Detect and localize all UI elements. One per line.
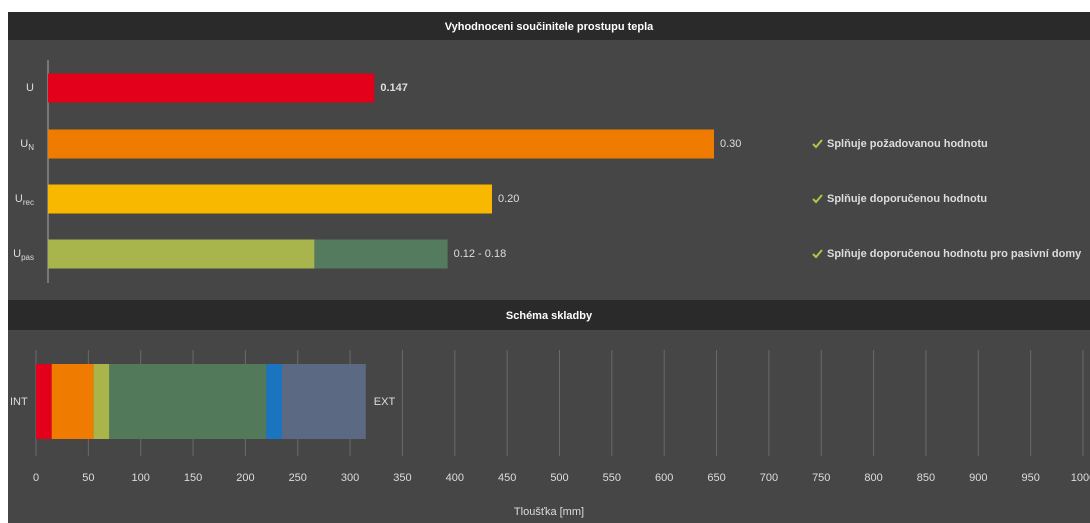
x-tick-label: 50 [82,472,94,484]
x-tick-label: 950 [1021,472,1039,484]
x-tick-label: 250 [289,472,307,484]
x-tick-label: 500 [550,472,568,484]
value-label: 0.12 - 0.18 [454,248,507,260]
category-subscript: N [28,143,34,152]
category-label: U [26,82,34,94]
value-label: 0.147 [380,82,408,94]
x-tick-label: 900 [969,472,987,484]
x-tick-label: 100 [132,472,150,484]
bar-segment [48,239,315,269]
check-icon [812,249,823,259]
category-subscript: rec [23,198,34,207]
category-base: U [13,248,21,260]
category-label: UN [20,138,34,152]
x-tick-label: 600 [655,472,673,484]
x-tick-label: 300 [341,472,359,484]
status-text: Splňuje doporučenou hodnotu pro pasivní … [827,248,1082,260]
bar [48,184,492,214]
value-label: 0.20 [498,193,519,205]
category-label: Urec [15,193,34,207]
value-label: 0.30 [720,138,741,150]
chart-title: Schéma skladby [506,310,593,322]
x-tick-label: 450 [498,472,516,484]
layer [266,364,283,439]
layer [282,364,366,439]
x-tick-label: 200 [236,472,254,484]
header-bar [8,12,1090,40]
x-axis-title: Tloušťka [mm] [514,506,584,518]
layer [109,364,267,439]
bar-segment [314,239,448,269]
check-icon [812,139,823,149]
layer [51,364,94,439]
category-label: Upas [13,248,34,262]
x-tick-label: 550 [603,472,621,484]
x-tick-label: 800 [864,472,882,484]
side-label: EXT [374,396,396,408]
x-tick-label: 150 [184,472,202,484]
layer [93,364,110,439]
status-text: Splňuje požadovanou hodnotu [827,138,988,150]
category-base: U [20,138,28,150]
x-tick-label: 850 [917,472,935,484]
status-text: Splňuje doporučenou hodnotu [827,193,987,205]
layer [36,364,52,439]
bar [48,73,375,103]
x-tick-label: 700 [760,472,778,484]
header-bar [8,300,1090,330]
category-base: U [26,82,34,94]
side-label: INT [10,396,28,408]
chart-title: Vyhodnoceni součinitele prostupu tepla [445,21,654,33]
category-subscript: pas [21,253,34,262]
category-base: U [15,193,23,205]
x-tick-label: 0 [33,472,39,484]
bar [48,129,714,159]
check-icon [812,194,823,204]
x-tick-label: 650 [707,472,725,484]
x-tick-label: 750 [812,472,830,484]
x-tick-label: 400 [446,472,464,484]
x-tick-label: 350 [393,472,411,484]
x-tick-label: 1000 [1071,472,1090,484]
